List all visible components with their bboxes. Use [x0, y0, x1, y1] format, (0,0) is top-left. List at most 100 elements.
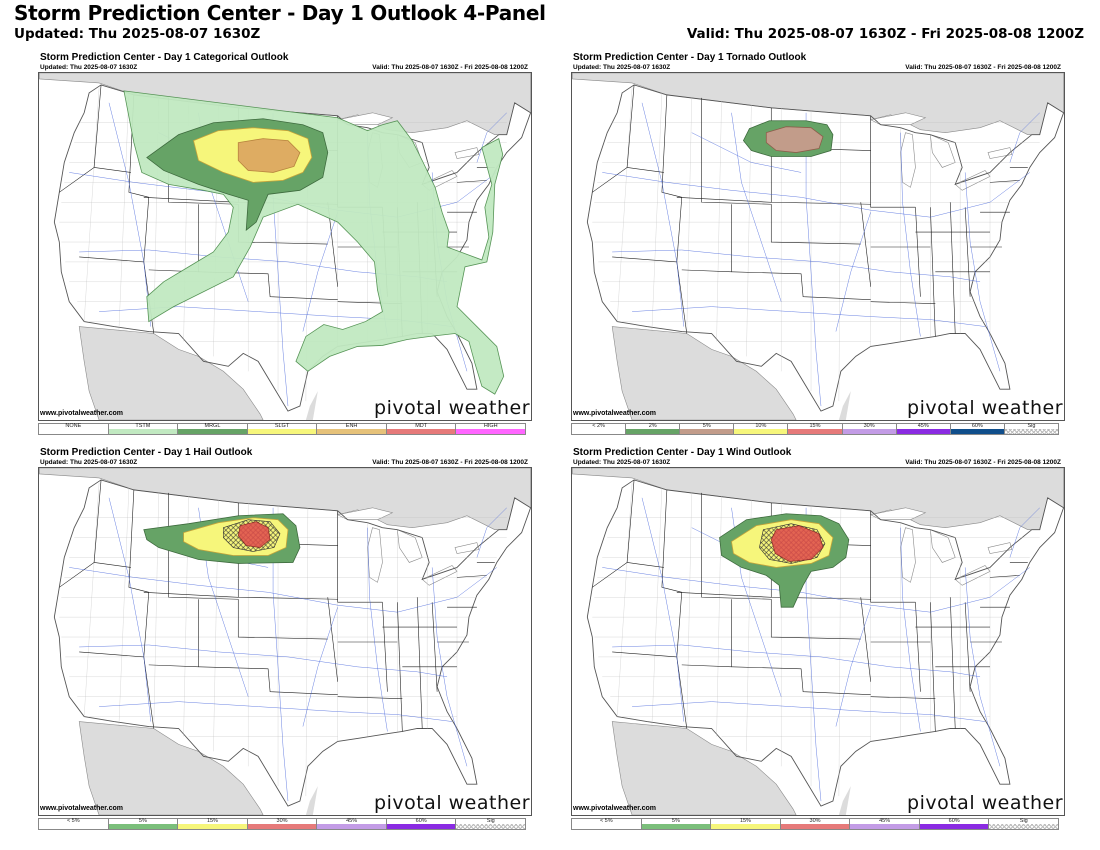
- legend-item: < 2%: [571, 423, 627, 435]
- pivotalweather-credit: www.pivotalweather.com: [573, 410, 656, 417]
- legend-item: 15%: [788, 423, 843, 435]
- categorical-legend: NONE TSTM MRGL SLGT ENH MDT HIGH: [38, 423, 527, 435]
- page-valid-time: Valid: Thu 2025-08-07 1630Z - Fri 2025-0…: [686, 26, 1084, 42]
- legend-swatch: [39, 429, 108, 434]
- legend-item: 10%: [734, 423, 789, 435]
- legend-item: < 5%: [38, 818, 109, 830]
- legend-item: MDT: [386, 423, 457, 435]
- legend-swatch: [178, 824, 247, 829]
- hail-30pct-area: [237, 521, 271, 548]
- legend-item: 45%: [317, 818, 387, 830]
- legend-label: < 5%: [66, 818, 80, 824]
- legend-label: 5%: [671, 818, 680, 824]
- legend-swatch: [572, 429, 626, 434]
- legend-item: ENH: [317, 423, 387, 435]
- legend-label: 45%: [917, 423, 929, 429]
- legend-swatch: [108, 824, 178, 829]
- tornado-legend: < 2% 2% 5% 10% 15% 30% 45% 60% Sig: [571, 423, 1059, 435]
- legend-label: MDT: [415, 423, 428, 429]
- legend-swatch: [711, 824, 780, 829]
- wind-30pct-area: [770, 525, 824, 562]
- legend-item: 5%: [680, 423, 735, 435]
- legend-label: 30%: [809, 818, 821, 824]
- legend-item: Sig: [456, 818, 527, 830]
- panel-updated-time: Updated: Thu 2025-08-07 1630Z: [40, 459, 138, 466]
- pivotal-weather-logo: pivotal weather: [907, 792, 1063, 814]
- panel-valid-time: Valid: Thu 2025-08-07 1630Z - Fri 2025-0…: [905, 64, 1061, 71]
- page-updated-time: Updated: Thu 2025-08-07 1630Z: [14, 26, 261, 42]
- legend-label: Sig: [1027, 423, 1036, 429]
- legend-item: SLGT: [247, 423, 318, 435]
- legend-swatch: [247, 824, 317, 829]
- legend-label: 60%: [415, 818, 427, 824]
- panel-updated-time: Updated: Thu 2025-08-07 1630Z: [573, 459, 671, 466]
- legend-item: TSTM: [108, 423, 179, 435]
- enh-area: [237, 138, 301, 173]
- legend-label: 2%: [648, 423, 657, 429]
- legend-swatch: [850, 824, 919, 829]
- legend-swatch: [456, 429, 526, 434]
- legend-label: < 5%: [599, 818, 613, 824]
- legend-item: < 5%: [571, 818, 642, 830]
- legend-swatch: [788, 429, 842, 434]
- page-title: Storm Prediction Center - Day 1 Outlook …: [14, 1, 546, 25]
- legend-label: 15%: [809, 423, 821, 429]
- legend-swatch: [680, 429, 734, 434]
- legend-label: 30%: [276, 818, 288, 824]
- legend-item: 5%: [108, 818, 179, 830]
- pivotalweather-credit: www.pivotalweather.com: [40, 805, 123, 812]
- categorical-outlook-panel: Storm Prediction Center - Day 1 Categori…: [34, 50, 532, 436]
- legend-item: 60%: [950, 423, 1005, 435]
- panel-title: Storm Prediction Center - Day 1 Hail Out…: [40, 447, 253, 458]
- legend-item: 5%: [641, 818, 712, 830]
- pivotalweather-credit: www.pivotalweather.com: [40, 410, 123, 417]
- panel-valid-time: Valid: Thu 2025-08-07 1630Z - Fri 2025-0…: [372, 459, 528, 466]
- hail-outlook-map[interactable]: [38, 467, 532, 816]
- legend-swatch: [1004, 429, 1058, 434]
- legend-item: 2%: [626, 423, 681, 435]
- legend-label: HIGH: [483, 423, 498, 429]
- hail-outlook-panel: Storm Prediction Center - Day 1 Hail Out…: [34, 445, 532, 831]
- legend-label: 60%: [948, 818, 960, 824]
- panel-title: Storm Prediction Center - Day 1 Categori…: [40, 52, 289, 63]
- legend-swatch: [178, 429, 247, 434]
- legend-label: 10%: [755, 423, 767, 429]
- legend-label: 30%: [863, 423, 875, 429]
- tornado-outlook-panel: Storm Prediction Center - Day 1 Tornado …: [567, 50, 1065, 436]
- legend-label: NONE: [65, 423, 82, 429]
- legend-label: 5%: [702, 423, 711, 429]
- legend-label: Sig: [486, 818, 495, 824]
- legend-label: Sig: [1019, 818, 1028, 824]
- legend-item: Sig: [1004, 423, 1059, 435]
- legend-swatch: [247, 429, 317, 434]
- legend-swatch: [950, 429, 1004, 434]
- legend-swatch: [919, 824, 989, 829]
- legend-swatch: [734, 429, 788, 434]
- legend-swatch: [108, 429, 178, 434]
- legend-swatch: [626, 429, 680, 434]
- tornado-5pct-area: [765, 126, 824, 153]
- legend-item: 30%: [247, 818, 318, 830]
- legend-label: TSTM: [135, 423, 151, 429]
- legend-item: Sig: [989, 818, 1060, 830]
- legend-label: 45%: [346, 818, 358, 824]
- legend-swatch: [456, 824, 526, 829]
- categorical-outlook-map[interactable]: [38, 72, 532, 421]
- legend-label: 45%: [879, 818, 891, 824]
- hail-legend: < 5% 5% 15% 30% 45% 60% Sig: [38, 818, 527, 830]
- legend-swatch: [386, 429, 456, 434]
- legend-label: 15%: [206, 818, 218, 824]
- tornado-outlook-map[interactable]: [571, 72, 1065, 421]
- panel-valid-time: Valid: Thu 2025-08-07 1630Z - Fri 2025-0…: [905, 459, 1061, 466]
- panel-valid-time: Valid: Thu 2025-08-07 1630Z - Fri 2025-0…: [372, 64, 528, 71]
- legend-label: < 2%: [592, 423, 605, 429]
- legend-item: 45%: [850, 818, 920, 830]
- legend-swatch: [842, 429, 896, 434]
- legend-swatch: [780, 824, 850, 829]
- legend-swatch: [386, 824, 456, 829]
- legend-item: NONE: [38, 423, 109, 435]
- legend-swatch: [317, 824, 386, 829]
- legend-label: 60%: [971, 423, 983, 429]
- wind-outlook-map[interactable]: [571, 467, 1065, 816]
- legend-swatch: [896, 429, 950, 434]
